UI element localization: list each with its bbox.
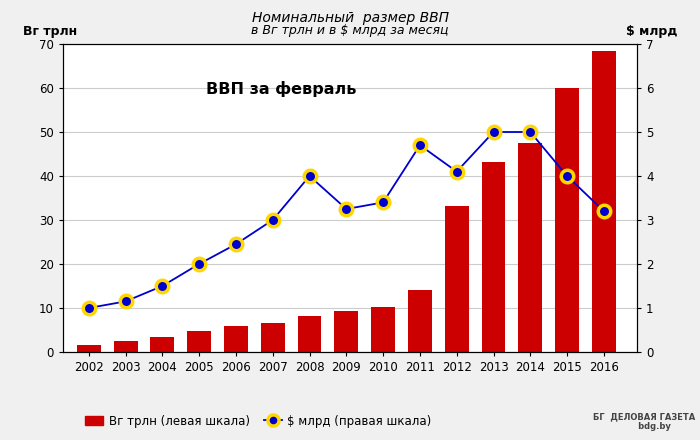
Text: БГ  ДЕЛОВАЯ ГАЗЕТА
       bdg.by: БГ ДЕЛОВАЯ ГАЗЕТА bdg.by [593,412,695,431]
Bar [187,331,211,352]
Bar [224,326,248,352]
Text: Вг трлн: Вг трлн [23,25,77,38]
Bar [555,88,579,352]
Bar [592,51,616,352]
Bar [298,316,321,352]
Bar [518,143,542,352]
Bar [77,345,101,352]
Bar [482,162,505,352]
Bar [113,341,137,352]
Text: ВВП за февраль: ВВП за февраль [206,81,356,97]
Bar [261,323,285,352]
Bar [444,206,469,352]
Legend: Вг трлн (левая шкала), $ млрд (правая шкала): Вг трлн (левая шкала), $ млрд (правая шк… [80,410,437,433]
Text: в Вг трлн и в $ млрд за месяц: в Вг трлн и в $ млрд за месяц [251,24,449,37]
Bar [408,290,432,352]
Bar [371,307,395,352]
Text: $ млрд: $ млрд [626,25,677,38]
Text: Номинальный  размер ВВП: Номинальный размер ВВП [251,11,449,25]
Bar [150,337,174,352]
Bar [335,311,358,352]
